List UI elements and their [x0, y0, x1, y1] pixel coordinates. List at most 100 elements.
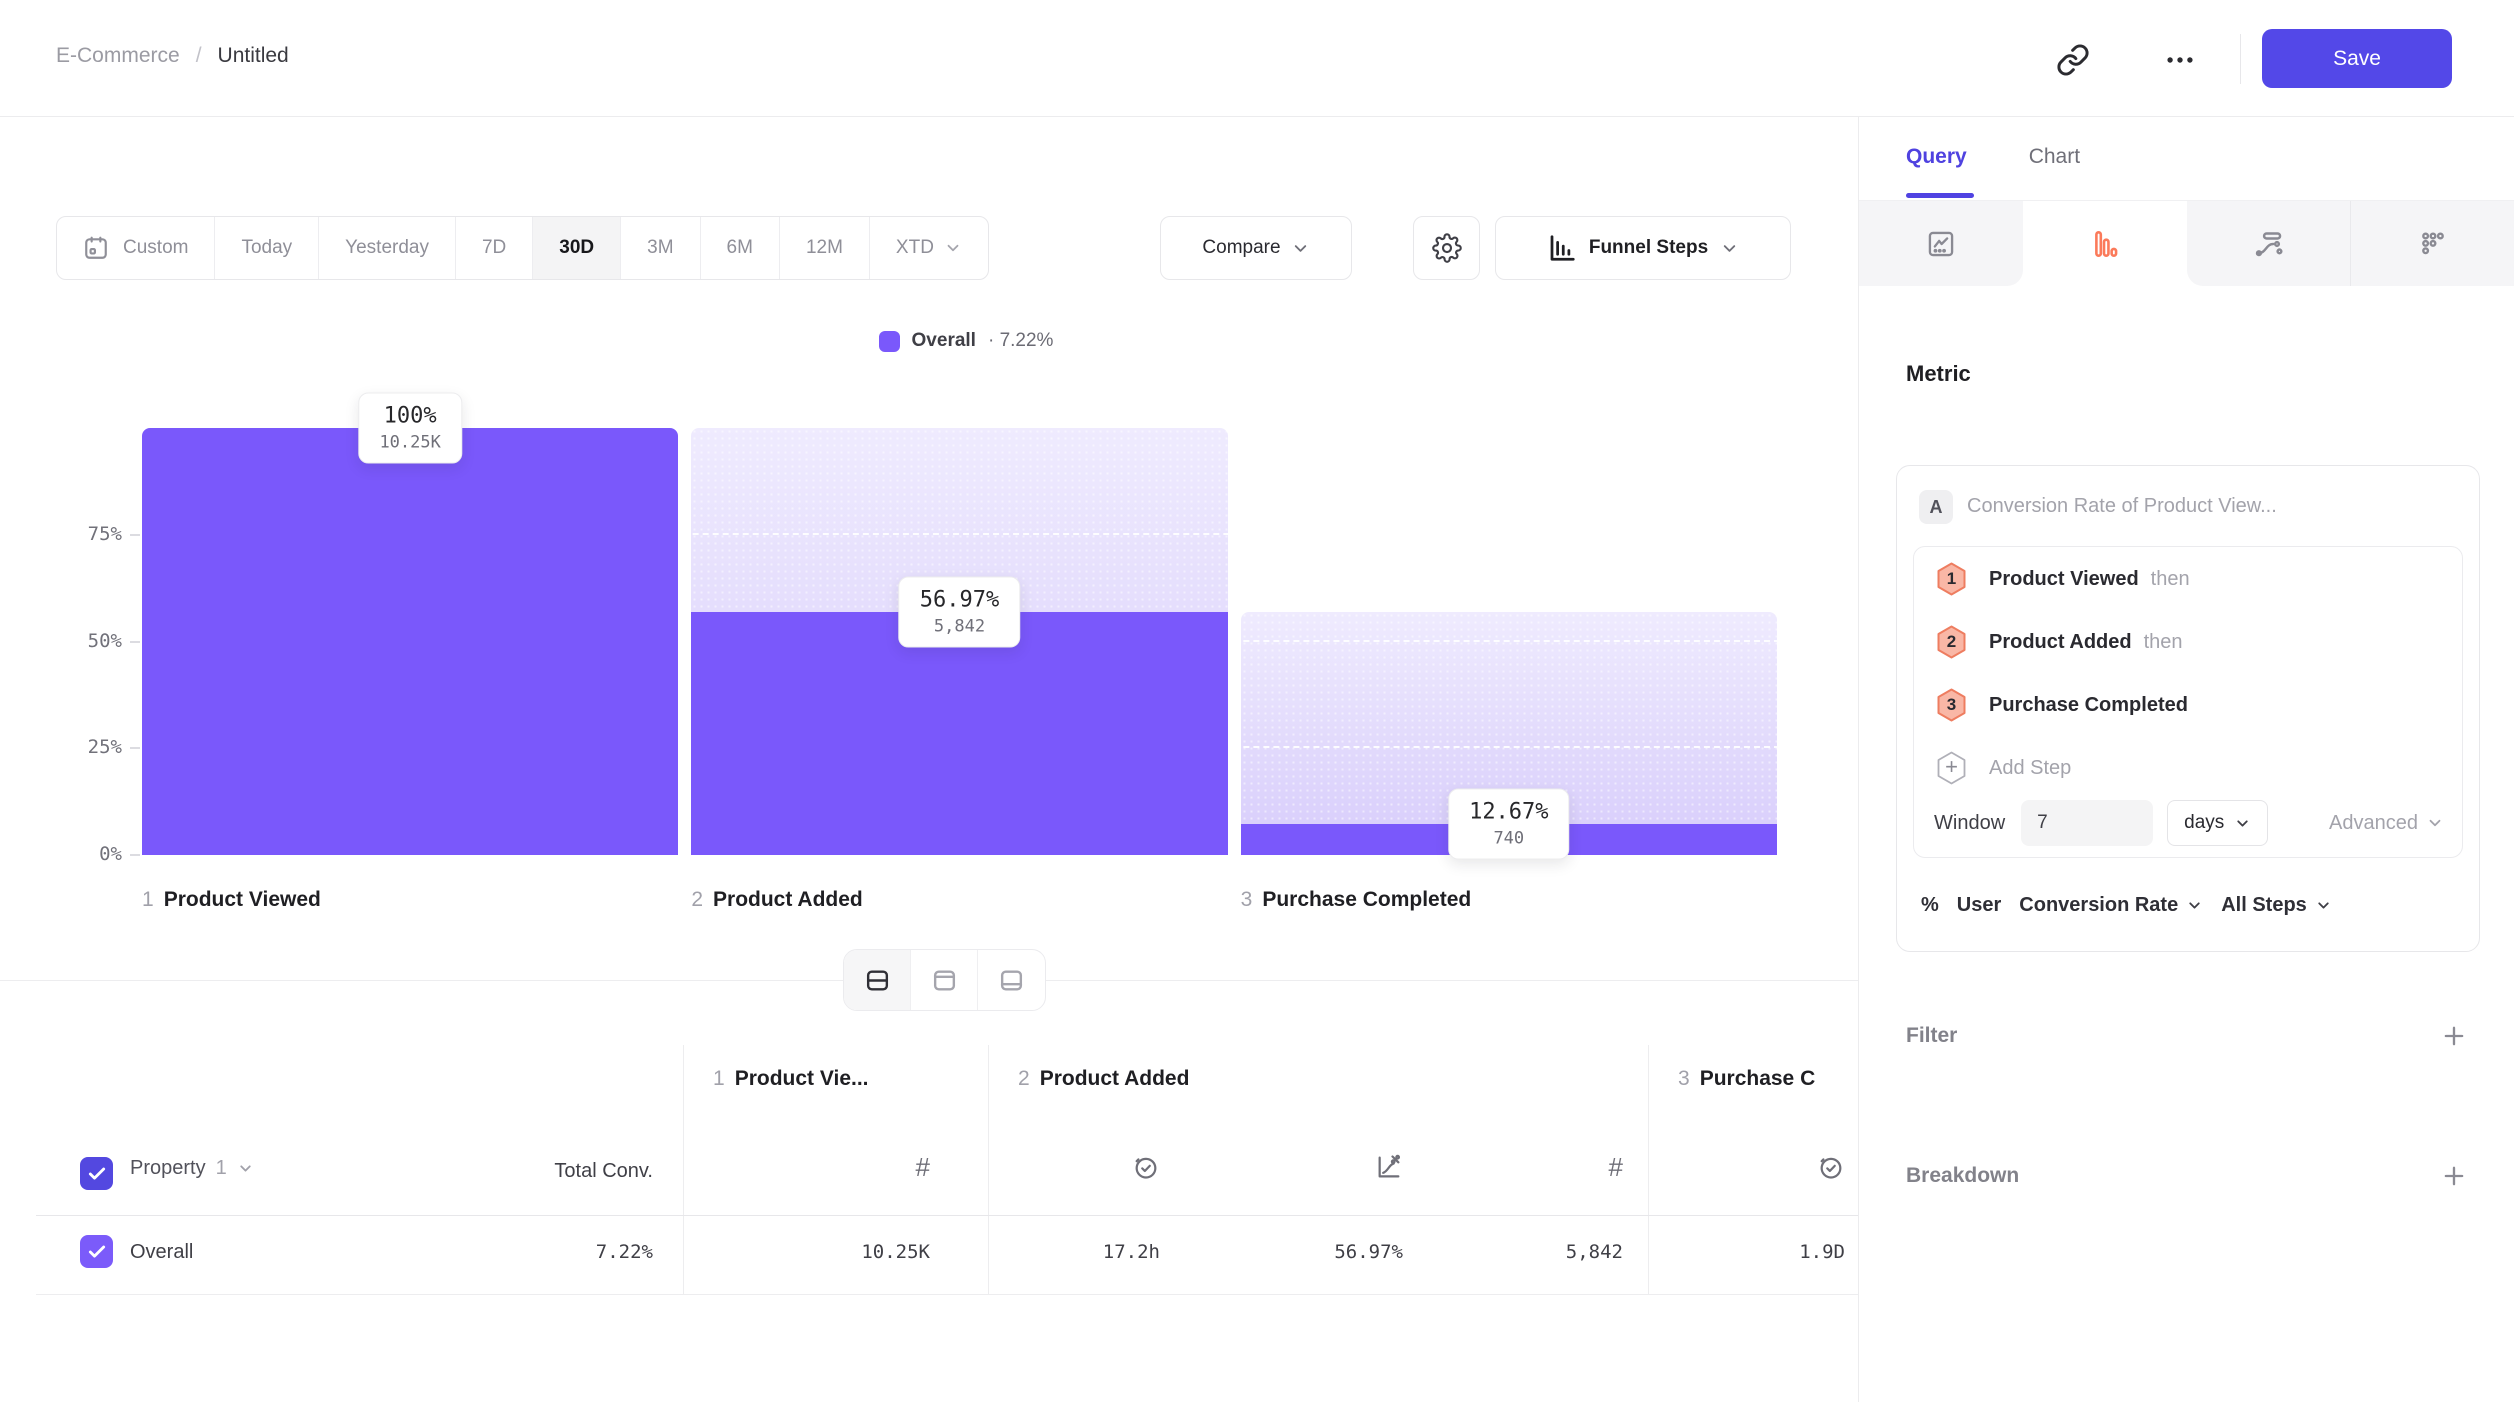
- results-table: 1 Product Vie... 2 Product Added 3 Purchase…: [0, 1045, 1858, 1295]
- range-today[interactable]: Today: [215, 217, 320, 279]
- range-30d[interactable]: 30D: [533, 217, 622, 279]
- row-value-step2-time: 17.2h: [1102, 1241, 1160, 1263]
- chart-type-line-tab[interactable]: [1859, 201, 2023, 286]
- compare-button[interactable]: Compare: [1160, 216, 1352, 280]
- chevron-down-icon: [1291, 239, 1310, 258]
- breadcrumb-separator: /: [195, 44, 202, 67]
- chart-type-sankey-tab[interactable]: [2187, 201, 2351, 286]
- funnel-step-2[interactable]: 2 Product Added then: [1934, 614, 2183, 670]
- funnel-bars-icon: [2089, 228, 2121, 260]
- metric-card: A Conversion Rate of Product View... 1 P…: [1896, 465, 2480, 952]
- range-7d[interactable]: 7D: [456, 217, 534, 279]
- window-unit-select[interactable]: days: [2167, 800, 2269, 846]
- funnel-axis-icon: [1547, 233, 1577, 263]
- chart-settings-button[interactable]: [1413, 216, 1480, 280]
- sankey-icon: [2253, 228, 2285, 260]
- bar-value-label: 12.67% 740: [1448, 788, 1570, 860]
- y-axis-tick-mark: [130, 854, 140, 856]
- breadcrumb-parent[interactable]: E-Commerce: [56, 44, 180, 67]
- window-label: Window: [1934, 811, 2006, 834]
- gridline: [142, 532, 1790, 535]
- funnel-bar-step-2[interactable]: 56.97% 5,842: [691, 428, 1228, 855]
- chevron-down-icon: [2186, 897, 2203, 914]
- column-divider: [988, 1045, 989, 1295]
- advanced-dropdown[interactable]: Advanced: [2329, 812, 2444, 835]
- measure-scope-dropdown[interactable]: All Steps: [2221, 894, 2332, 917]
- query-side-panel: Query Chart: [1858, 117, 2514, 1402]
- filter-section: Filter: [1906, 1022, 2468, 1050]
- row-value-step3-time: 1.9D: [1799, 1241, 1845, 1263]
- clock-check-icon[interactable]: [935, 1153, 1160, 1181]
- percent-prefix: %: [1921, 893, 1939, 916]
- measure-row: % User Conversion Rate All Steps: [1921, 882, 2332, 928]
- more-options-button[interactable]: [2156, 36, 2204, 84]
- chart-type-dot-grid-tab[interactable]: [2351, 201, 2514, 286]
- row-label: Overall: [130, 1241, 194, 1263]
- row-checkbox[interactable]: [80, 1235, 113, 1268]
- table-group-header-step3: 3 Purchase C: [1678, 1067, 1816, 1090]
- funnel-bar-step-3[interactable]: 12.67% 740: [1240, 428, 1777, 860]
- legend-swatch: [878, 330, 900, 352]
- panel-tabs: Query Chart: [1906, 145, 2080, 169]
- breakdown-section: Breakdown: [1906, 1162, 2468, 1190]
- legend-series-value: · 7.22%: [987, 330, 1054, 351]
- measure-metric-dropdown[interactable]: Conversion Rate: [2019, 894, 2203, 917]
- layout-panel-top-button[interactable]: [911, 950, 978, 1010]
- share-link-button[interactable]: [2049, 36, 2097, 84]
- chevron-down-icon: [2234, 815, 2251, 832]
- chevron-down-icon: [237, 1160, 254, 1177]
- line-chart-icon: [1925, 228, 1957, 260]
- tab-query[interactable]: Query: [1906, 145, 1967, 168]
- save-button[interactable]: Save: [2262, 29, 2452, 88]
- step-axis-label: 3 Purchase Completed: [1240, 888, 1472, 911]
- add-filter-button[interactable]: [2440, 1022, 2468, 1050]
- add-step-button[interactable]: + Add Step: [1934, 740, 2071, 796]
- chart-type-button[interactable]: Funnel Steps: [1495, 216, 1791, 280]
- layout-panel-bottom-button[interactable]: [978, 950, 1045, 1010]
- funnel-step-1[interactable]: 1 Product Viewed then: [1934, 551, 2190, 607]
- add-breakdown-button[interactable]: [2440, 1162, 2468, 1190]
- table-row-separator: [36, 1294, 1858, 1295]
- link-icon: [2056, 43, 2090, 77]
- total-conv-header[interactable]: Total Conv.: [554, 1160, 653, 1182]
- table-group-header-step2: 2 Product Added: [1018, 1067, 1190, 1090]
- funnel-bar-converted-segment: [142, 428, 679, 855]
- range-custom-label: Custom: [123, 237, 189, 258]
- chevron-down-icon: [944, 239, 962, 257]
- clock-check-icon[interactable]: [1620, 1153, 1845, 1181]
- range-xtd[interactable]: XTD: [870, 217, 988, 279]
- hash-icon[interactable]: #: [915, 1152, 930, 1182]
- funnel-chart-plot: 100% 10.25K 56.97% 5,842 12.67% 740: [142, 392, 1790, 860]
- tab-chart[interactable]: Chart: [2028, 145, 2081, 168]
- row-total-conv: 7.22%: [595, 1241, 653, 1263]
- range-custom[interactable]: Custom: [57, 217, 216, 279]
- property-header-dropdown[interactable]: Property 1: [130, 1157, 254, 1180]
- step-axis-label: 2 Product Added: [691, 888, 863, 911]
- range-3m[interactable]: 3M: [621, 217, 701, 279]
- chart-legend[interactable]: Overall · 7.22%: [142, 330, 1790, 352]
- conversion-window-row: Window days Advanced: [1934, 799, 2444, 847]
- chart-type-funnel-tab[interactable]: [2023, 201, 2187, 286]
- window-value-input[interactable]: [2021, 800, 2154, 846]
- chart-percent-icon[interactable]: [1180, 1153, 1403, 1181]
- y-axis-tick-mark: [130, 747, 140, 750]
- step-axis-label: 1 Product Viewed: [142, 888, 321, 911]
- breadcrumb-current[interactable]: Untitled: [217, 44, 289, 67]
- measure-entity-dropdown[interactable]: User: [1956, 893, 2002, 916]
- date-range-segmented-control: Custom Today Yesterday 7D 30D 3M 6M 12M …: [56, 216, 989, 280]
- metric-title[interactable]: Conversion Rate of Product View...: [1967, 495, 2277, 517]
- plus-icon: +: [1945, 754, 1958, 779]
- y-axis-tick-label: 75%: [87, 522, 122, 545]
- range-yesterday[interactable]: Yesterday: [319, 217, 456, 279]
- column-divider: [683, 1045, 684, 1295]
- select-all-checkbox[interactable]: [80, 1157, 113, 1190]
- funnel-step-3[interactable]: 3 Purchase Completed: [1934, 677, 2188, 733]
- hash-icon[interactable]: #: [1608, 1152, 1623, 1182]
- range-6m[interactable]: 6M: [701, 217, 780, 279]
- add-step-hexagon-icon: +: [1934, 750, 1969, 786]
- range-12m[interactable]: 12M: [780, 217, 870, 279]
- y-axis-tick-label: 0%: [99, 843, 122, 865]
- funnel-bar-step-1[interactable]: 100% 10.25K: [142, 392, 679, 855]
- layout-split-rows-button[interactable]: [844, 950, 911, 1010]
